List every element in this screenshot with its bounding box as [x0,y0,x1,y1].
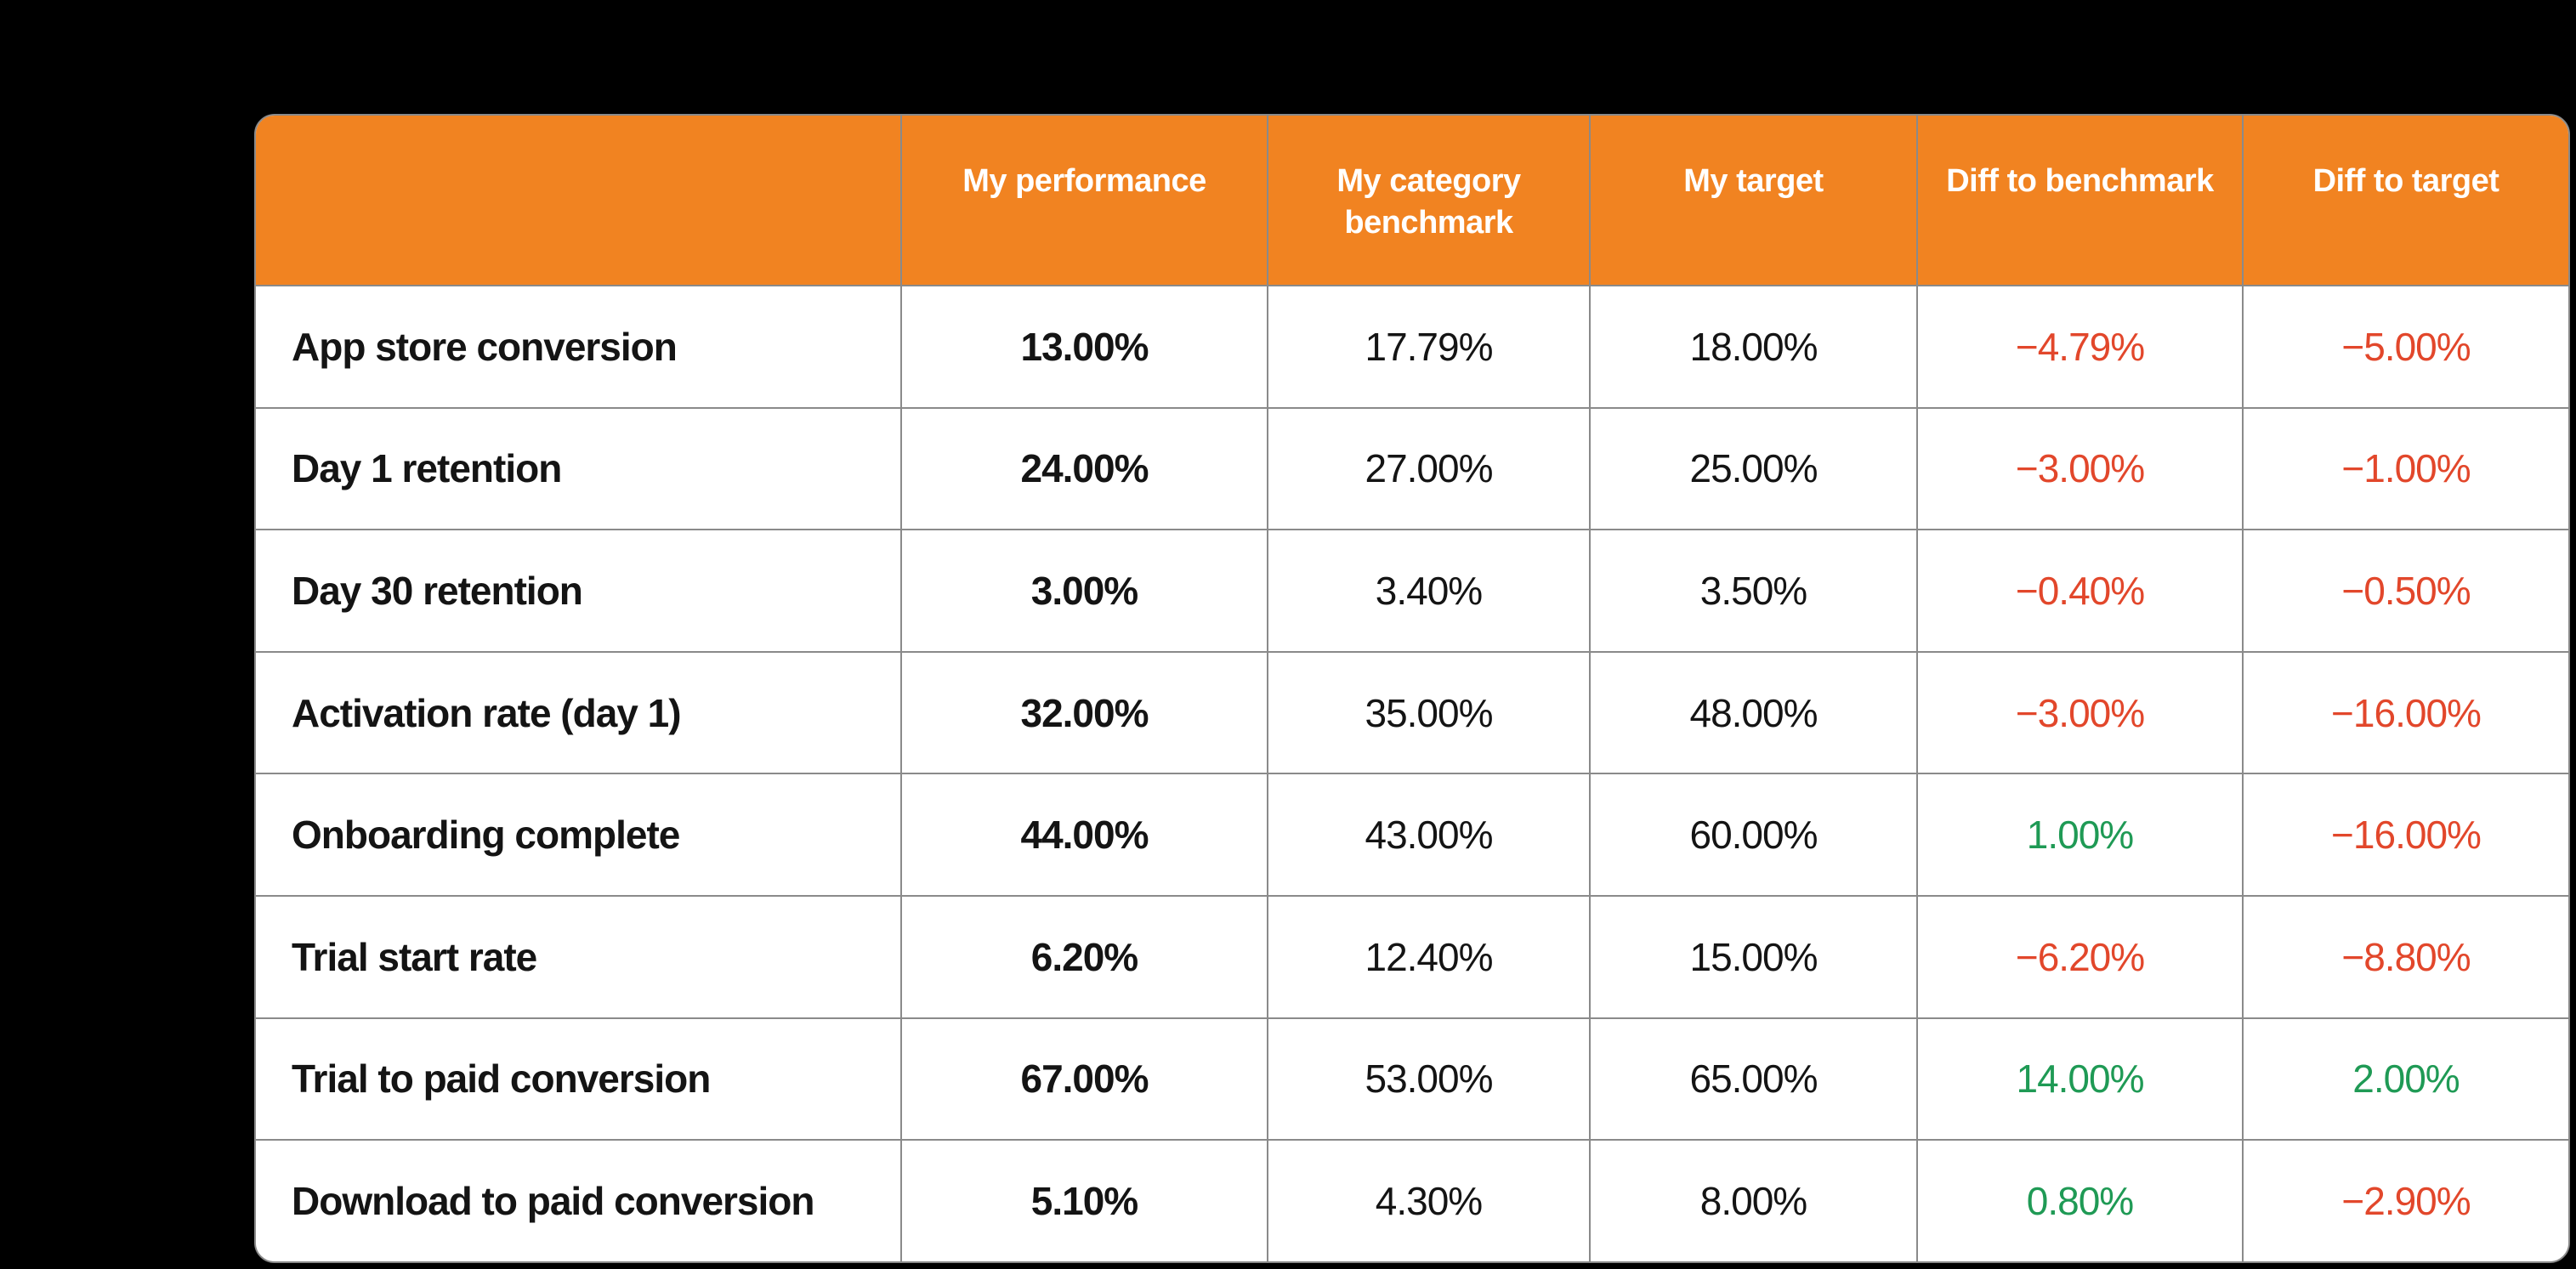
cell-diff-benchmark: −3.00% [1918,650,2244,773]
cell-diff-target: 2.00% [2244,1017,2568,1140]
header-diff-to-target: Diff to target [2244,116,2568,285]
cell-benchmark: 35.00% [1268,650,1591,773]
header-my-category-benchmark: My category benchmark [1268,116,1591,285]
cell-performance: 24.00% [902,406,1268,530]
cell-diff-benchmark: 1.00% [1918,773,2244,895]
header-metric-empty [256,116,902,285]
cell-benchmark: 43.00% [1268,773,1591,895]
cell-target: 8.00% [1591,1139,1918,1261]
row-label: Day 30 retention [256,529,902,651]
benchmark-table: My performance My category benchmark My … [254,114,2570,1263]
cell-diff-target: −2.90% [2244,1139,2568,1261]
cell-diff-benchmark: 0.80% [1918,1139,2244,1261]
cell-benchmark: 4.30% [1268,1139,1591,1261]
cell-performance: 3.00% [902,529,1268,651]
cell-diff-target: −8.80% [2244,894,2568,1017]
row-label: Trial to paid conversion [256,1017,902,1140]
cell-diff-target: −0.50% [2244,529,2568,651]
cell-performance: 32.00% [902,650,1268,773]
cell-target: 25.00% [1591,406,1918,530]
cell-benchmark: 53.00% [1268,1017,1591,1140]
cell-diff-benchmark: −6.20% [1918,894,2244,1017]
cell-benchmark: 12.40% [1268,894,1591,1017]
cell-target: 48.00% [1591,650,1918,773]
cell-diff-target: −1.00% [2244,406,2568,530]
cell-diff-target: −16.00% [2244,650,2568,773]
cell-diff-target: −16.00% [2244,773,2568,895]
row-label: Activation rate (day 1) [256,650,902,773]
row-label: App store conversion [256,285,902,407]
cell-performance: 6.20% [902,894,1268,1017]
cell-performance: 5.10% [902,1139,1268,1261]
cell-benchmark: 3.40% [1268,529,1591,651]
cell-performance: 67.00% [902,1017,1268,1140]
cell-diff-target: −5.00% [2244,285,2568,407]
cell-target: 15.00% [1591,894,1918,1017]
row-label: Trial start rate [256,894,902,1017]
cell-target: 18.00% [1591,285,1918,407]
cell-target: 60.00% [1591,773,1918,895]
header-diff-to-benchmark: Diff to benchmark [1918,116,2244,285]
cell-performance: 44.00% [902,773,1268,895]
row-label: Download to paid conversion [256,1139,902,1261]
cell-benchmark: 17.79% [1268,285,1591,407]
cell-diff-benchmark: −0.40% [1918,529,2244,651]
header-my-performance: My performance [902,116,1268,285]
header-my-target: My target [1591,116,1918,285]
cell-target: 3.50% [1591,529,1918,651]
row-label: Day 1 retention [256,406,902,530]
cell-diff-benchmark: −4.79% [1918,285,2244,407]
row-label: Onboarding complete [256,773,902,895]
cell-benchmark: 27.00% [1268,406,1591,530]
cell-target: 65.00% [1591,1017,1918,1140]
cell-diff-benchmark: 14.00% [1918,1017,2244,1140]
cell-diff-benchmark: −3.00% [1918,406,2244,530]
cell-performance: 13.00% [902,285,1268,407]
